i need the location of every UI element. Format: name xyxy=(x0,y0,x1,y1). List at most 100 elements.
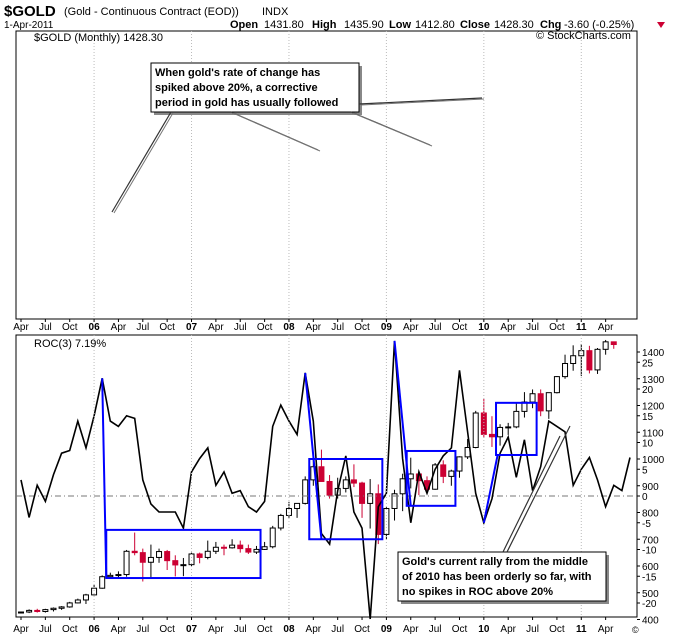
candle-body xyxy=(245,548,252,553)
candle-body xyxy=(66,602,73,608)
x-tick-label: 11 xyxy=(576,624,587,635)
candle-body xyxy=(164,551,171,562)
x-tick-label: Oct xyxy=(549,322,565,333)
callout-pointer xyxy=(506,425,571,553)
x-tick-label: Jul xyxy=(331,322,344,333)
price-y-tick-label: 400 xyxy=(642,616,659,627)
roc-y-tick-label: -20 xyxy=(642,599,657,610)
callout-pointer xyxy=(358,97,483,105)
roc-y-tick-label: 0 xyxy=(642,492,648,503)
candle-body xyxy=(91,587,98,596)
x-tick-label: 06 xyxy=(89,322,101,333)
candle-body xyxy=(488,433,495,438)
x-tick-label: Apr xyxy=(598,624,614,635)
x-tick-label: Apr xyxy=(111,322,127,333)
callout-top-text: period in gold has usually followed xyxy=(155,97,338,109)
candle-body xyxy=(440,464,447,477)
candle-body xyxy=(537,393,544,412)
candle-body xyxy=(318,466,325,482)
candle-body xyxy=(602,341,609,350)
x-tick-label: Oct xyxy=(549,624,565,635)
high-value: 1435.90 xyxy=(344,19,384,31)
candle-body xyxy=(188,553,195,566)
candle-body xyxy=(180,564,187,567)
price-y-tick-label: 1400 xyxy=(642,348,665,359)
roc-y-tick-label: 15 xyxy=(642,412,654,423)
candle-body xyxy=(123,550,130,576)
callout-box-top xyxy=(150,62,360,113)
callout-pointer xyxy=(111,111,172,213)
annotations: When gold's rate of change has spiked abo… xyxy=(101,62,609,604)
candle-body xyxy=(82,594,89,601)
roc-y-tick-label: 20 xyxy=(642,385,654,396)
candle-body xyxy=(610,341,617,346)
x-tick-label: Oct xyxy=(62,322,78,333)
price-y-tick-label: 1300 xyxy=(642,375,665,386)
x-tick-label: Jul xyxy=(136,624,149,635)
candle-body xyxy=(326,480,333,496)
callout-pointer-shadow xyxy=(352,112,433,147)
candle-body xyxy=(269,527,276,548)
x-tick-label: Jul xyxy=(39,624,52,635)
x-tick-label: Jul xyxy=(331,624,344,635)
candle-body xyxy=(261,546,268,550)
price-y-tick-label: 800 xyxy=(642,509,659,520)
price-y-tick-label: 500 xyxy=(642,589,659,600)
x-tick-label: 08 xyxy=(283,322,295,333)
x-tick-label: 09 xyxy=(381,322,393,333)
candle-body xyxy=(18,611,24,614)
candle-body xyxy=(497,426,504,438)
price-legend: $GOLD (Monthly) 1428.30 xyxy=(34,32,163,44)
callout-pointer-shadow xyxy=(232,112,321,152)
x-tick-label: Oct xyxy=(159,322,175,333)
price-y-tick-label: 1200 xyxy=(642,402,665,413)
symbol-title: $GOLD xyxy=(4,3,56,20)
low-label: Low xyxy=(389,19,411,31)
callout-bottom-text: Gold's current rally from the middle xyxy=(402,556,588,568)
x-tick-label: 11 xyxy=(576,322,587,333)
x-tick-label: 07 xyxy=(186,322,198,333)
x-tick-label: Apr xyxy=(111,624,127,635)
x-tick-label: Apr xyxy=(306,624,322,635)
price-y-tick-label: 1100 xyxy=(642,428,664,439)
candle-body xyxy=(586,350,593,371)
candle-body xyxy=(107,574,114,578)
candle-body xyxy=(350,479,357,484)
callout-top-text: When gold's rate of change has xyxy=(155,67,320,79)
chg-value: -3.60 (-0.25%) xyxy=(564,19,634,31)
price-y-tick-label: 1000 xyxy=(642,455,665,466)
candle-body xyxy=(34,609,41,612)
roc-legend: ROC(3) 7.19% xyxy=(34,338,106,350)
x-tick-label: Jul xyxy=(136,322,149,333)
price-y-tick-label: 900 xyxy=(642,482,659,493)
callout-bottom-text: no spikes in ROC above 20% xyxy=(402,586,553,598)
roc-y-tick-label: 25 xyxy=(642,358,654,369)
candle-body xyxy=(99,576,106,589)
symbol-description: (Gold - Continuous Contract (EOD)) xyxy=(64,6,239,18)
candle-body xyxy=(367,493,374,504)
roc-panel: -20 -15 -10 -5 0 5 10 15 20 25 xyxy=(15,334,657,620)
x-tick-label: Apr xyxy=(598,322,614,333)
header-date: 1-Apr-2011 xyxy=(4,20,54,31)
roc-y-tick-label: -5 xyxy=(642,519,651,530)
candle-body xyxy=(26,609,33,613)
x-tick-label: 09 xyxy=(381,624,393,635)
corrective-period-box xyxy=(405,449,457,507)
low-value: 1412.80 xyxy=(415,19,455,31)
candle-body xyxy=(294,502,301,509)
x-tick-label: 07 xyxy=(186,624,198,635)
candle-body xyxy=(139,552,146,563)
candle-body xyxy=(472,412,479,448)
x-tick-label: Oct xyxy=(159,624,175,635)
candle-body xyxy=(156,551,163,558)
x-tick-label: Oct xyxy=(354,624,370,635)
roc-y-tick-label: -15 xyxy=(642,572,657,583)
price-panel-frame xyxy=(15,30,638,320)
callout-top-text: spiked above 20%, a corrective xyxy=(155,82,318,94)
x-tick-label: 08 xyxy=(283,624,295,635)
candle-body xyxy=(147,556,154,563)
candle-body xyxy=(594,348,601,371)
callout-pointer xyxy=(502,435,561,553)
x-tick-label: Jul xyxy=(234,624,247,635)
x-tick-label: Jul xyxy=(429,322,442,333)
